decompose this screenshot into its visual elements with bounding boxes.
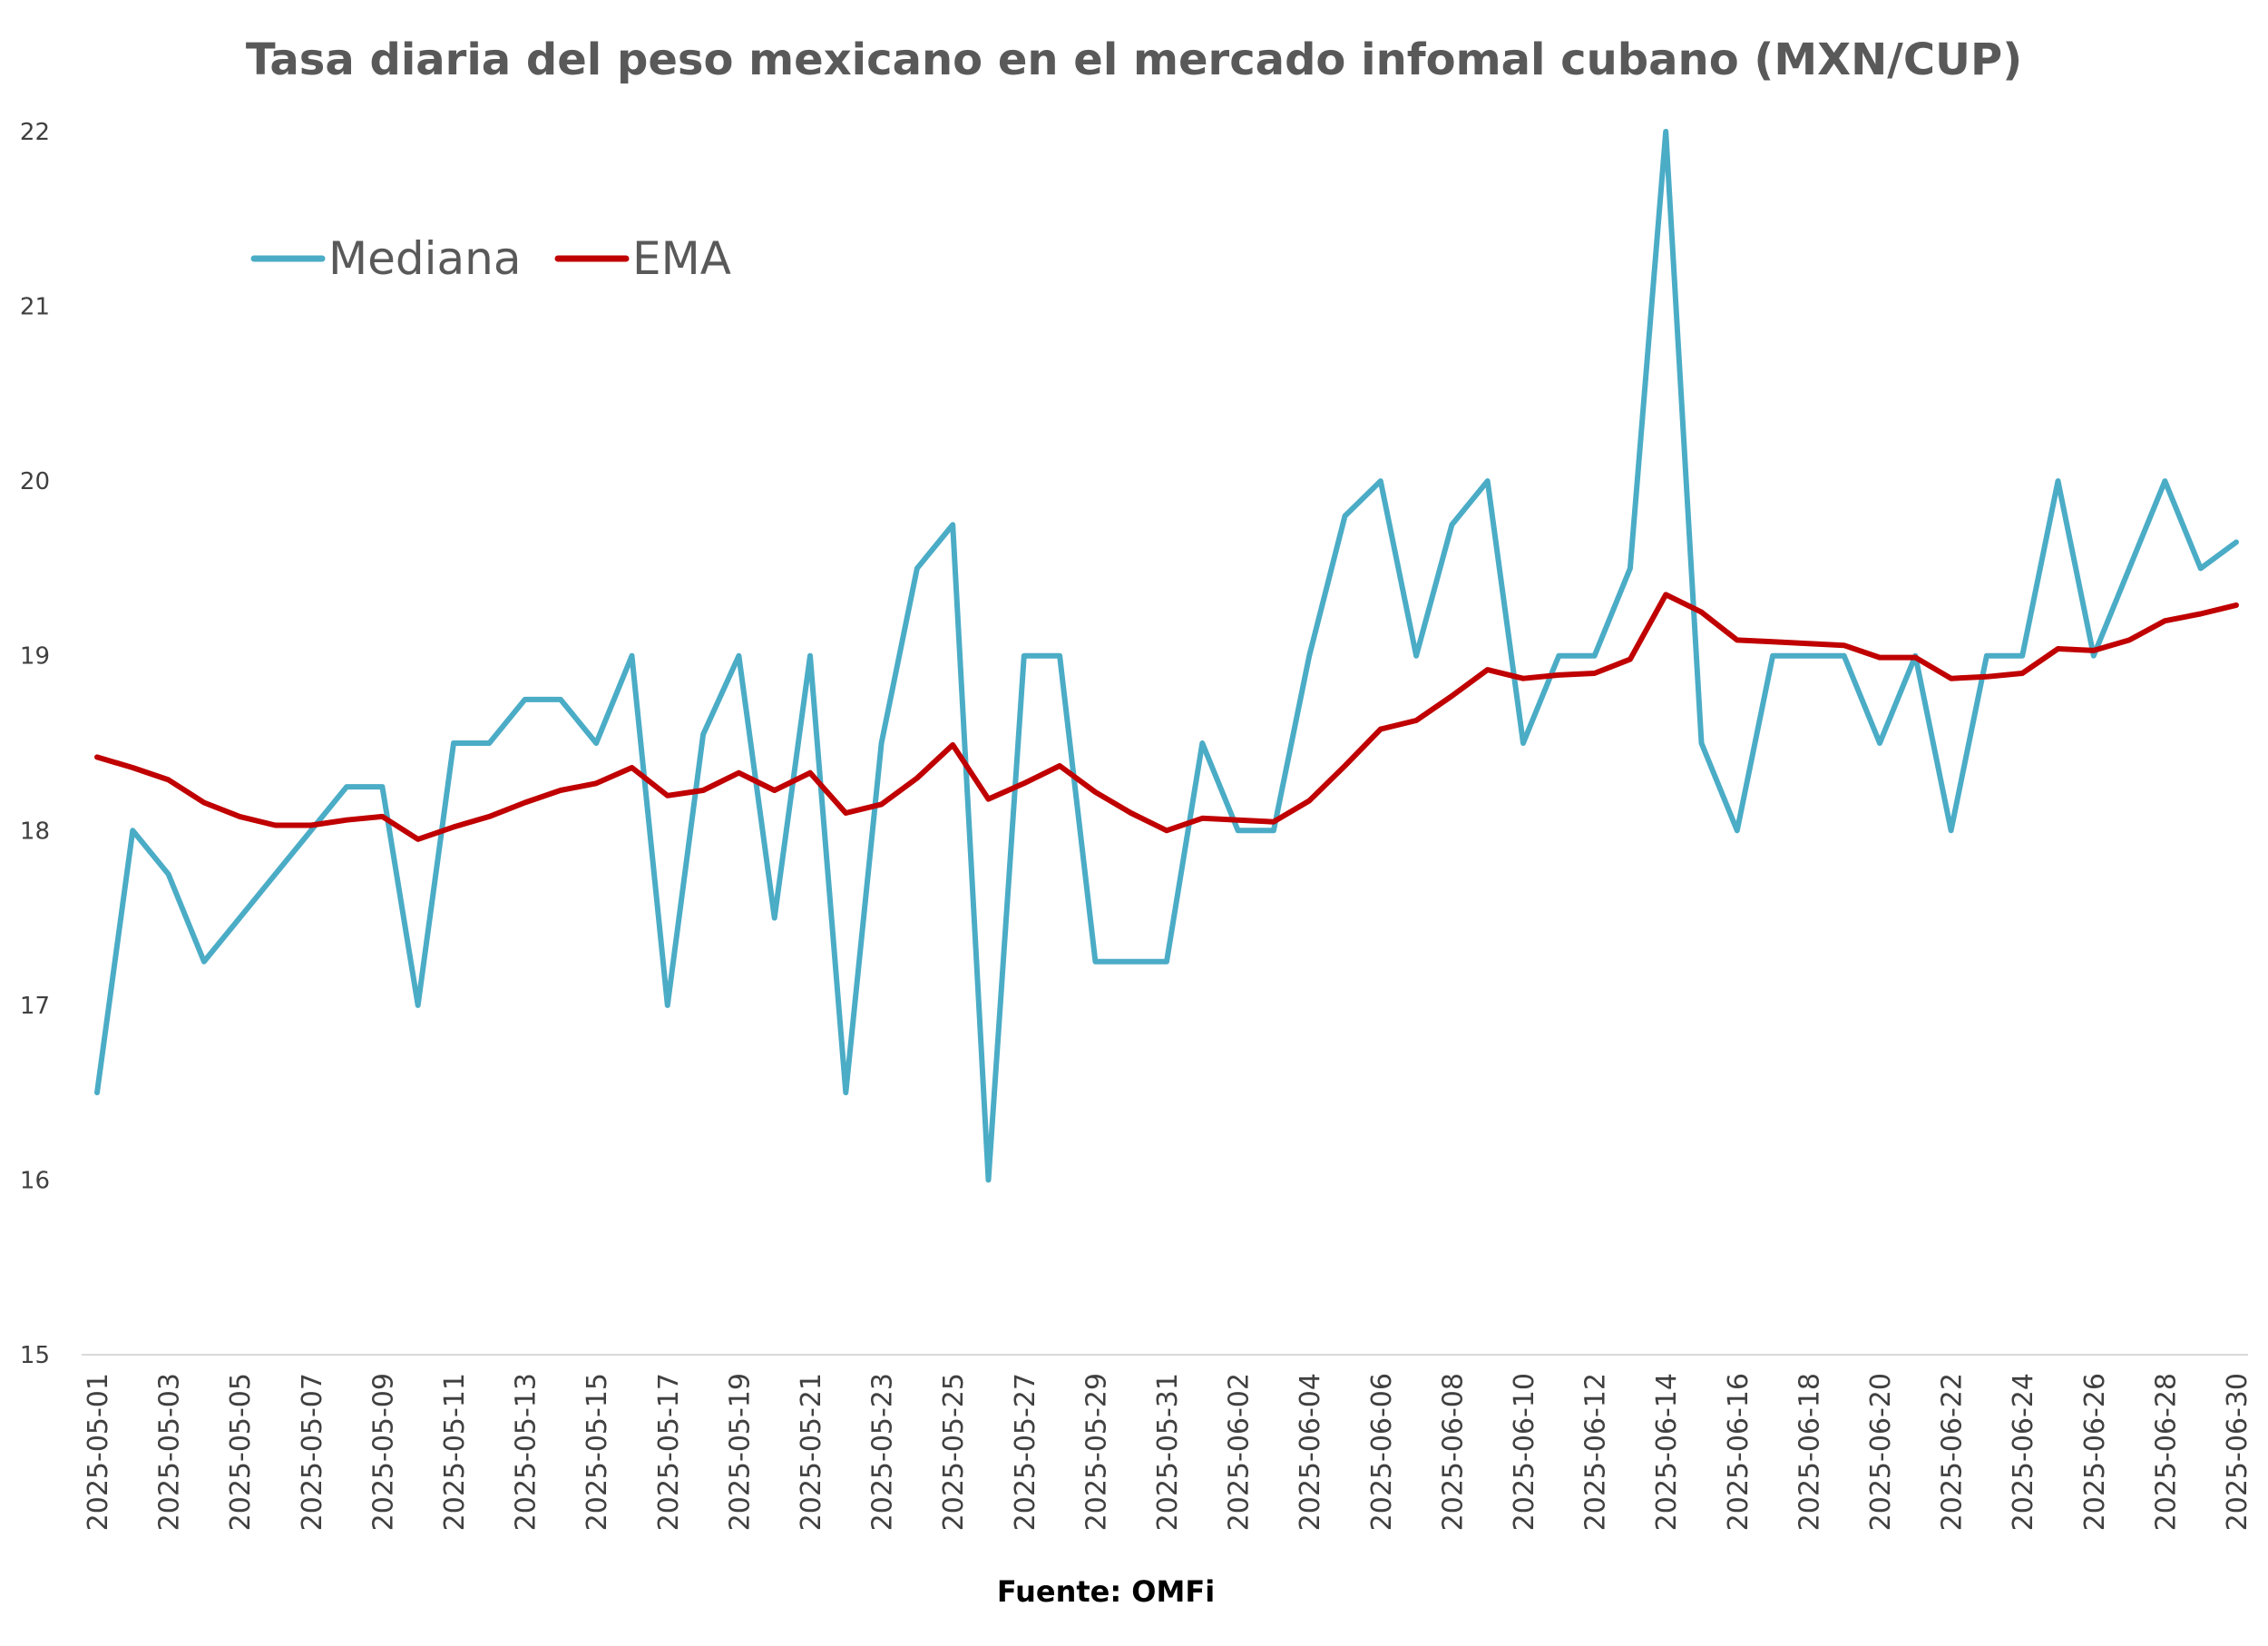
y-tick-label: 18 xyxy=(20,818,50,845)
x-tick-label: 2025-05-07 xyxy=(297,1373,328,1531)
x-tick-label: 2025-06-20 xyxy=(1865,1373,1897,1531)
x-tick-label: 2025-05-05 xyxy=(225,1373,257,1531)
legend-label-mediana: Mediana xyxy=(328,232,522,285)
x-tick-label: 2025-05-27 xyxy=(1010,1373,1041,1531)
x-axis-ticks: 2025-05-01 2025-05-03 2025-05-05 2025-05-07… xyxy=(83,1373,2253,1531)
x-tick-label: 2025-06-02 xyxy=(1224,1373,1256,1531)
series-line-ema xyxy=(94,592,2239,842)
x-tick-label: 2025-05-19 xyxy=(724,1373,756,1531)
x-tick-label: 2025-05-13 xyxy=(511,1373,543,1531)
legend: Mediana EMA xyxy=(250,232,731,285)
x-tick-label: 2025-06-06 xyxy=(1366,1373,1398,1531)
series-layer xyxy=(94,129,2239,1183)
x-tick-label: 2025-06-14 xyxy=(1651,1373,1683,1531)
x-tick-label: 2025-06-30 xyxy=(2222,1373,2253,1531)
y-tick-label: 19 xyxy=(20,643,50,671)
y-tick-label: 16 xyxy=(20,1167,50,1194)
y-tick-label: 21 xyxy=(20,294,50,321)
series-line-mediana xyxy=(94,129,2239,1183)
x-tick-label: 2025-06-04 xyxy=(1295,1373,1326,1531)
x-tick-label: 2025-05-15 xyxy=(582,1373,613,1531)
x-tick-label: 2025-06-10 xyxy=(1509,1373,1540,1531)
x-tick-label: 2025-05-23 xyxy=(867,1373,899,1531)
x-tick-label: 2025-05-29 xyxy=(1080,1373,1112,1531)
y-tick-label: 22 xyxy=(20,119,50,146)
x-tick-label: 2025-05-21 xyxy=(796,1373,827,1531)
x-tick-label: 2025-05-09 xyxy=(367,1373,399,1531)
chart-title: Tasa diaria del peso mexicano en el merc… xyxy=(246,34,2022,85)
x-tick-label: 2025-06-22 xyxy=(1937,1373,1969,1531)
x-tick-label: 2025-05-11 xyxy=(439,1373,471,1531)
x-tick-label: 2025-05-17 xyxy=(653,1373,685,1531)
x-tick-label: 2025-06-28 xyxy=(2150,1373,2182,1531)
x-tick-label: 2025-05-01 xyxy=(83,1373,114,1531)
x-tick-label: 2025-05-25 xyxy=(938,1373,970,1531)
x-tick-label: 2025-06-16 xyxy=(1723,1373,1755,1531)
x-tick-label: 2025-06-08 xyxy=(1437,1373,1469,1531)
x-tick-label: 2025-05-03 xyxy=(154,1373,186,1531)
legend-label-ema: EMA xyxy=(632,232,731,285)
y-tick-label: 17 xyxy=(20,993,50,1020)
x-tick-label: 2025-06-12 xyxy=(1580,1373,1612,1531)
y-axis-ticks: 15 16 17 18 19 20 21 22 xyxy=(20,119,50,1369)
source-note: Fuente: OMFi xyxy=(997,1574,1215,1609)
y-tick-label: 15 xyxy=(20,1342,50,1369)
x-tick-label: 2025-06-26 xyxy=(2079,1373,2111,1531)
x-tick-label: 2025-05-31 xyxy=(1152,1373,1184,1531)
x-tick-label: 2025-06-18 xyxy=(1794,1373,1825,1531)
y-tick-label: 20 xyxy=(20,468,50,495)
x-tick-label: 2025-06-24 xyxy=(2008,1373,2039,1531)
